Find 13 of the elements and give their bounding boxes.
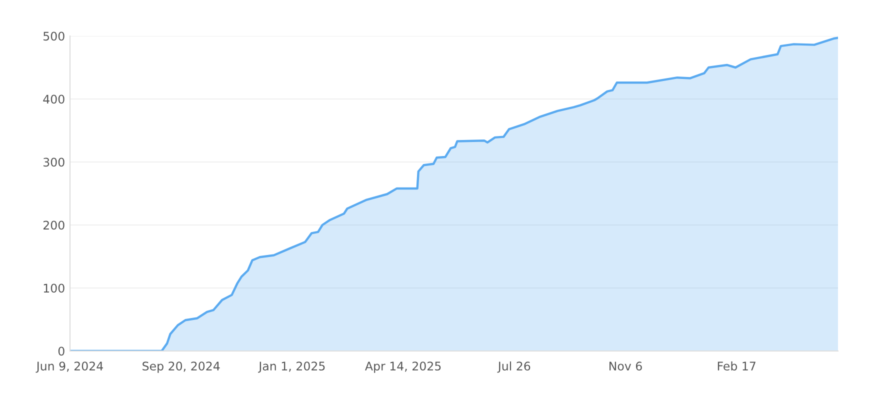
x-tick-label: Sep 20, 2024	[142, 362, 220, 373]
x-tick-label: Apr 14, 2025	[365, 362, 441, 373]
y-tick-label: 0	[58, 346, 64, 356]
x-tick-label: Jan 1, 2025	[258, 362, 325, 373]
y-tick-label: 300	[44, 158, 64, 167]
y-tick-label: 500	[44, 32, 64, 41]
y-tick-label: 400	[43, 94, 64, 104]
y-tick-label: 200	[43, 220, 64, 230]
y-tick-label: 100	[44, 284, 64, 293]
x-tick-label: Jun 9, 2024	[36, 362, 103, 373]
x-tick-label: Nov 6	[610, 362, 642, 371]
x-tick-label: Jul 26	[497, 361, 530, 373]
x-tick-label: Feb 17	[718, 361, 756, 371]
